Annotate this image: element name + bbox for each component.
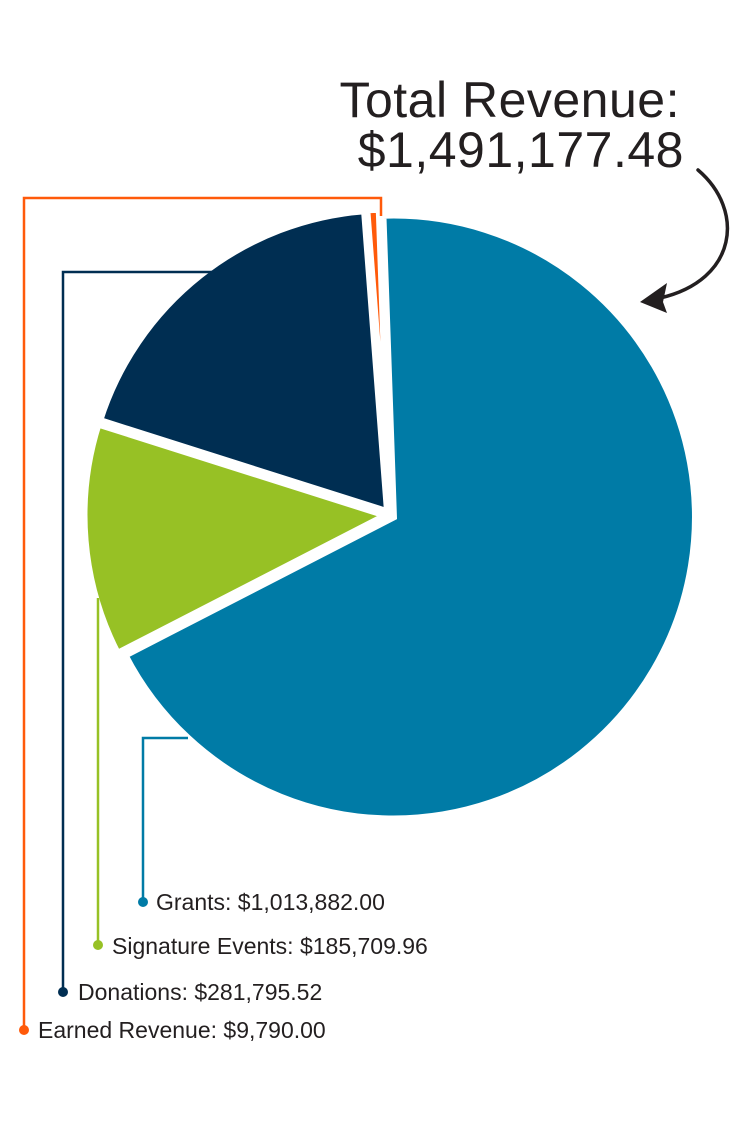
pie-slice-earned-revenue: [363, 205, 394, 512]
leader-line-earned-revenue: [22, 196, 383, 1030]
pie-slice-signature-events: [80, 419, 396, 659]
leader-line-donations: [61, 270, 213, 992]
total-revenue-label: Total Revenue:: [339, 72, 680, 128]
legend-label-earned-revenue: Earned Revenue: $9,790.00: [38, 1017, 326, 1043]
pie-slices: [80, 205, 699, 823]
curved-arrow-icon: [640, 168, 730, 313]
arrow-head: [640, 283, 667, 313]
legend-label-signature-events: Signature Events: $185,709.96: [112, 933, 428, 959]
legend: Grants: $1,013,882.00 Signature Events: …: [38, 889, 428, 1043]
pie-slice-donations: [95, 206, 392, 517]
leader-line-grants: [141, 736, 188, 902]
legend-label-donations: Donations: $281,795.52: [78, 979, 322, 1005]
legend-dot-signature-events: [93, 940, 103, 950]
legend-dot-grants: [138, 897, 148, 907]
legend-dot-earned-revenue: [19, 1025, 29, 1035]
legend-label-grants: Grants: $1,013,882.00: [156, 889, 385, 915]
pie-slice-grants: [120, 211, 699, 823]
leader-lines: [19, 196, 383, 1035]
total-revenue-value: $1,491,177.48: [358, 122, 684, 178]
arrow-shaft: [658, 168, 730, 300]
legend-dot-donations: [58, 987, 68, 997]
